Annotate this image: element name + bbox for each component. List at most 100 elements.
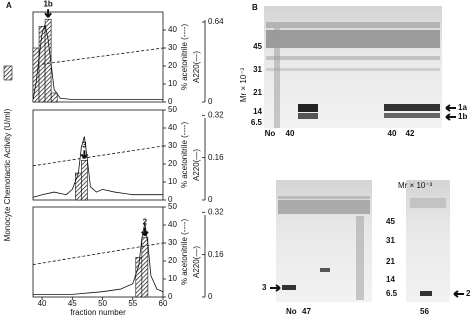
gel-band bbox=[298, 104, 318, 112]
acetonitrile-line bbox=[32, 242, 164, 265]
arrow bbox=[445, 113, 456, 121]
arrow bbox=[270, 284, 281, 292]
gel-band bbox=[320, 268, 330, 272]
marker-label: 21 bbox=[386, 257, 395, 266]
lane-label: 56 bbox=[420, 307, 429, 316]
lane-label: 42 bbox=[406, 129, 415, 138]
gel-bottom bbox=[276, 180, 450, 302]
absorbance-line bbox=[33, 222, 164, 295]
x-tick-label: 55 bbox=[128, 299, 137, 308]
arrow-label: 1a bbox=[458, 103, 467, 112]
acetonitrile-line bbox=[42, 47, 164, 65]
y-label: % acetonitrile (----) bbox=[180, 24, 189, 91]
y2-tick-label: 0.64 bbox=[208, 17, 224, 26]
lane-label: No bbox=[286, 307, 297, 316]
absorbance-line bbox=[32, 136, 163, 198]
y-tick-label: 0 bbox=[168, 195, 173, 204]
y-tick-label: 40 bbox=[168, 220, 177, 229]
x-label: fraction number bbox=[70, 308, 126, 317]
y2-tick-label: 0 bbox=[208, 97, 213, 106]
y-tick-label: 10 bbox=[168, 79, 177, 88]
x-tick-label: 50 bbox=[98, 299, 107, 308]
activity-bar bbox=[141, 237, 149, 298]
panel-label: B bbox=[252, 3, 258, 12]
marker-label: 14 bbox=[386, 275, 395, 284]
y2-tick-label: 0.16 bbox=[208, 153, 224, 162]
mr-label: Mr × 10⁻³ bbox=[398, 181, 433, 190]
gel-band bbox=[278, 196, 370, 199]
marker-lane bbox=[356, 216, 364, 300]
marker-label: 6.5 bbox=[251, 118, 263, 127]
activity-bar bbox=[50, 92, 58, 103]
acetonitrile-line bbox=[32, 145, 164, 167]
y2-tick-label: 0.32 bbox=[208, 110, 224, 119]
gel-band bbox=[266, 68, 440, 71]
y2-tick-label: 0.32 bbox=[208, 207, 224, 216]
y-tick-label: 20 bbox=[168, 61, 177, 70]
marker-label: 45 bbox=[386, 217, 395, 226]
peak-label: 1b bbox=[43, 0, 52, 8]
activity-bar bbox=[75, 172, 82, 201]
marker-label: 45 bbox=[253, 42, 262, 51]
peak-label: 3 bbox=[82, 141, 87, 150]
gel-band bbox=[420, 291, 432, 296]
gel-band bbox=[282, 285, 296, 290]
peak-arrow bbox=[44, 9, 52, 18]
x-tick-label: 60 bbox=[159, 299, 168, 308]
plot-frame bbox=[32, 206, 164, 298]
gel-band bbox=[384, 113, 440, 118]
y2-label: A220(—) bbox=[192, 51, 201, 83]
x-tick-label: 40 bbox=[38, 299, 47, 308]
gel-band bbox=[266, 22, 440, 28]
activity-bar bbox=[81, 160, 88, 201]
y2-label: A220(—) bbox=[192, 246, 201, 278]
y-tick-label: 10 bbox=[168, 274, 177, 283]
lane-label: No bbox=[265, 129, 276, 138]
marker-label: 31 bbox=[253, 65, 262, 74]
gel-band bbox=[410, 198, 446, 208]
lane-label: 40 bbox=[388, 129, 397, 138]
y-label: % acetonitrile (----) bbox=[180, 122, 189, 189]
arrow bbox=[453, 290, 464, 298]
gel-top bbox=[264, 6, 442, 128]
y-tick-label: 20 bbox=[168, 159, 177, 168]
gel-band bbox=[278, 200, 370, 214]
activity-bar bbox=[44, 18, 52, 103]
marker-label: 31 bbox=[386, 236, 395, 245]
legend-swatch bbox=[3, 65, 13, 81]
marker-lane bbox=[274, 28, 280, 128]
y-tick-label: 0 bbox=[168, 97, 173, 106]
y2-tick-label: 0 bbox=[208, 195, 213, 204]
absorbance-line bbox=[32, 22, 163, 100]
arrow bbox=[445, 104, 456, 112]
lane-label: 40 bbox=[286, 129, 295, 138]
y2-tick-label: 0.16 bbox=[208, 250, 224, 259]
y-tick-label: 30 bbox=[168, 43, 177, 52]
y-tick-label: 50 bbox=[168, 105, 177, 114]
y-tick-label: 40 bbox=[168, 123, 177, 132]
gel-band bbox=[266, 30, 440, 48]
y-tick-label: 0 bbox=[168, 292, 173, 301]
gel-band bbox=[266, 56, 440, 60]
mr-label: Mr × 10⁻³ bbox=[239, 68, 248, 103]
y-tick-label: 10 bbox=[168, 177, 177, 186]
marker-label: 14 bbox=[253, 107, 262, 116]
y-label: % acetonitrile (----) bbox=[180, 219, 189, 286]
y2-tick-label: 0 bbox=[208, 292, 213, 301]
y-tick-label: 50 bbox=[168, 202, 177, 211]
gel-band bbox=[384, 104, 440, 111]
shared-y-label: Monocyte Chemotactic Activity (U/ml) bbox=[3, 108, 12, 241]
y-tick-label: 40 bbox=[168, 25, 177, 34]
arrow-label: 3 bbox=[262, 283, 267, 292]
arrow-label: 1b bbox=[458, 112, 467, 121]
lane-label: 47 bbox=[302, 307, 311, 316]
y-tick-label: 20 bbox=[168, 256, 177, 265]
y-tick-label: 30 bbox=[168, 238, 177, 247]
arrow-label: 2 bbox=[466, 289, 471, 298]
gel-band bbox=[298, 113, 318, 119]
y2-label: A220(—) bbox=[192, 149, 201, 181]
panel-label: A bbox=[6, 1, 12, 10]
y-tick-label: 30 bbox=[168, 141, 177, 150]
plot-frame bbox=[32, 109, 164, 201]
